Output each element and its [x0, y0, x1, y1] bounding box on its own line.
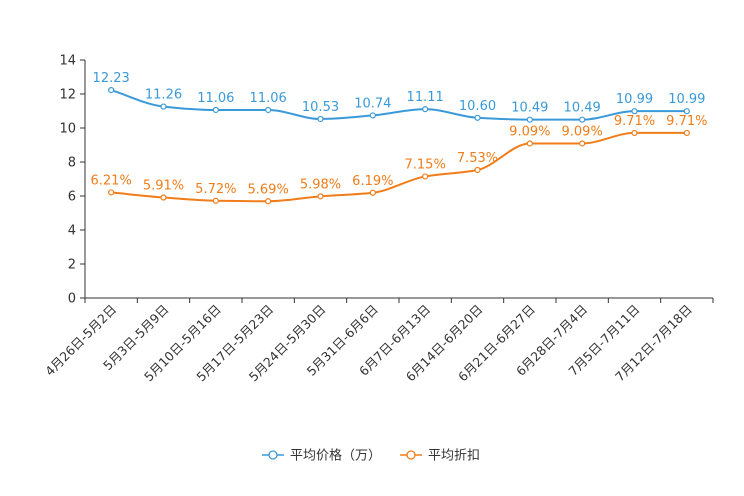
y-tick-label: 6	[68, 190, 76, 205]
data-label: 7.53%	[457, 151, 498, 166]
data-point[interactable]	[526, 140, 533, 147]
data-point[interactable]	[474, 166, 481, 174]
data-point[interactable]	[108, 189, 115, 196]
data-label: 5.98%	[300, 177, 341, 192]
data-point[interactable]	[422, 173, 429, 180]
y-axis-ticks: 0 2 4 6 8 10 12 14	[59, 54, 85, 307]
data-point[interactable]	[526, 116, 533, 123]
data-label: 9.71%	[666, 114, 707, 129]
data-label: 5.72%	[195, 182, 236, 197]
data-label: 11.11	[407, 90, 444, 105]
data-label: 10.49	[564, 101, 601, 116]
data-label: 9.09%	[562, 124, 603, 139]
data-point[interactable]	[369, 189, 376, 196]
data-label: 5.69%	[248, 182, 289, 197]
y-tick-label: 2	[68, 258, 76, 273]
data-label: 12.23	[93, 71, 130, 86]
legend-item-0[interactable]: 平均价格（万）	[262, 448, 381, 464]
data-point[interactable]	[317, 115, 324, 123]
legend-item-1[interactable]: 平均折扣	[400, 449, 480, 464]
series-0: 12.23 11.26 11.06 11.06 10.53 10.74 11.11 10.60…	[93, 71, 705, 123]
data-point[interactable]	[631, 129, 638, 137]
x-axis-ticks: 4月26日-5月2日5月3日-5月9日5月10日-5月16日5月17日-5月23…	[42, 298, 714, 384]
data-point[interactable]	[422, 106, 429, 113]
data-label: 6.19%	[352, 174, 393, 189]
data-label: 7.15%	[405, 157, 446, 172]
data-label: 10.53	[302, 100, 339, 115]
data-point[interactable]	[317, 193, 324, 200]
y-tick-label: 0	[68, 292, 76, 307]
legend[interactable]: 平均价格（万） 平均折扣	[262, 448, 480, 464]
data-point[interactable]	[683, 129, 690, 137]
data-label: 10.99	[616, 92, 653, 107]
data-point[interactable]	[631, 108, 638, 115]
data-label: 10.60	[459, 99, 496, 114]
y-tick-label: 14	[59, 54, 76, 69]
data-label: 11.26	[145, 88, 182, 103]
data-label: 10.49	[511, 101, 548, 116]
data-label: 9.71%	[614, 114, 655, 129]
data-label: 11.06	[250, 91, 287, 106]
legend-marker-icon	[406, 450, 416, 460]
data-point[interactable]	[369, 112, 376, 119]
series-1: 6.21% 5.91% 5.72% 5.69% 5.98% 6.19% 7.15% 7.53%…	[91, 114, 707, 205]
data-label: 11.06	[197, 91, 234, 106]
data-point[interactable]	[265, 198, 272, 205]
data-point[interactable]	[108, 86, 115, 94]
y-tick-label: 12	[59, 88, 76, 103]
data-point[interactable]	[212, 197, 219, 204]
data-label: 5.91%	[143, 179, 184, 194]
legend-label: 平均折扣	[428, 449, 480, 464]
data-label: 10.99	[668, 92, 705, 107]
data-label: 10.74	[354, 96, 391, 111]
legend-marker-icon	[268, 450, 278, 460]
y-tick-label: 10	[59, 122, 76, 137]
series-layer: 12.23 11.26 11.06 11.06 10.53 10.74 11.11 10.60…	[91, 71, 707, 205]
data-point[interactable]	[474, 114, 481, 121]
series-line	[110, 89, 687, 121]
series-line	[111, 131, 687, 203]
data-point[interactable]	[212, 106, 219, 114]
data-point[interactable]	[160, 194, 167, 201]
legend-label: 平均价格（万）	[290, 448, 381, 464]
data-point[interactable]	[265, 106, 272, 114]
data-point[interactable]	[579, 140, 586, 147]
data-point[interactable]	[579, 116, 586, 123]
y-tick-label: 8	[68, 156, 76, 171]
data-point[interactable]	[683, 108, 690, 115]
data-point[interactable]	[160, 103, 167, 110]
data-label: 6.21%	[91, 173, 132, 188]
y-tick-label: 4	[68, 224, 76, 239]
data-label: 9.09%	[509, 124, 550, 139]
